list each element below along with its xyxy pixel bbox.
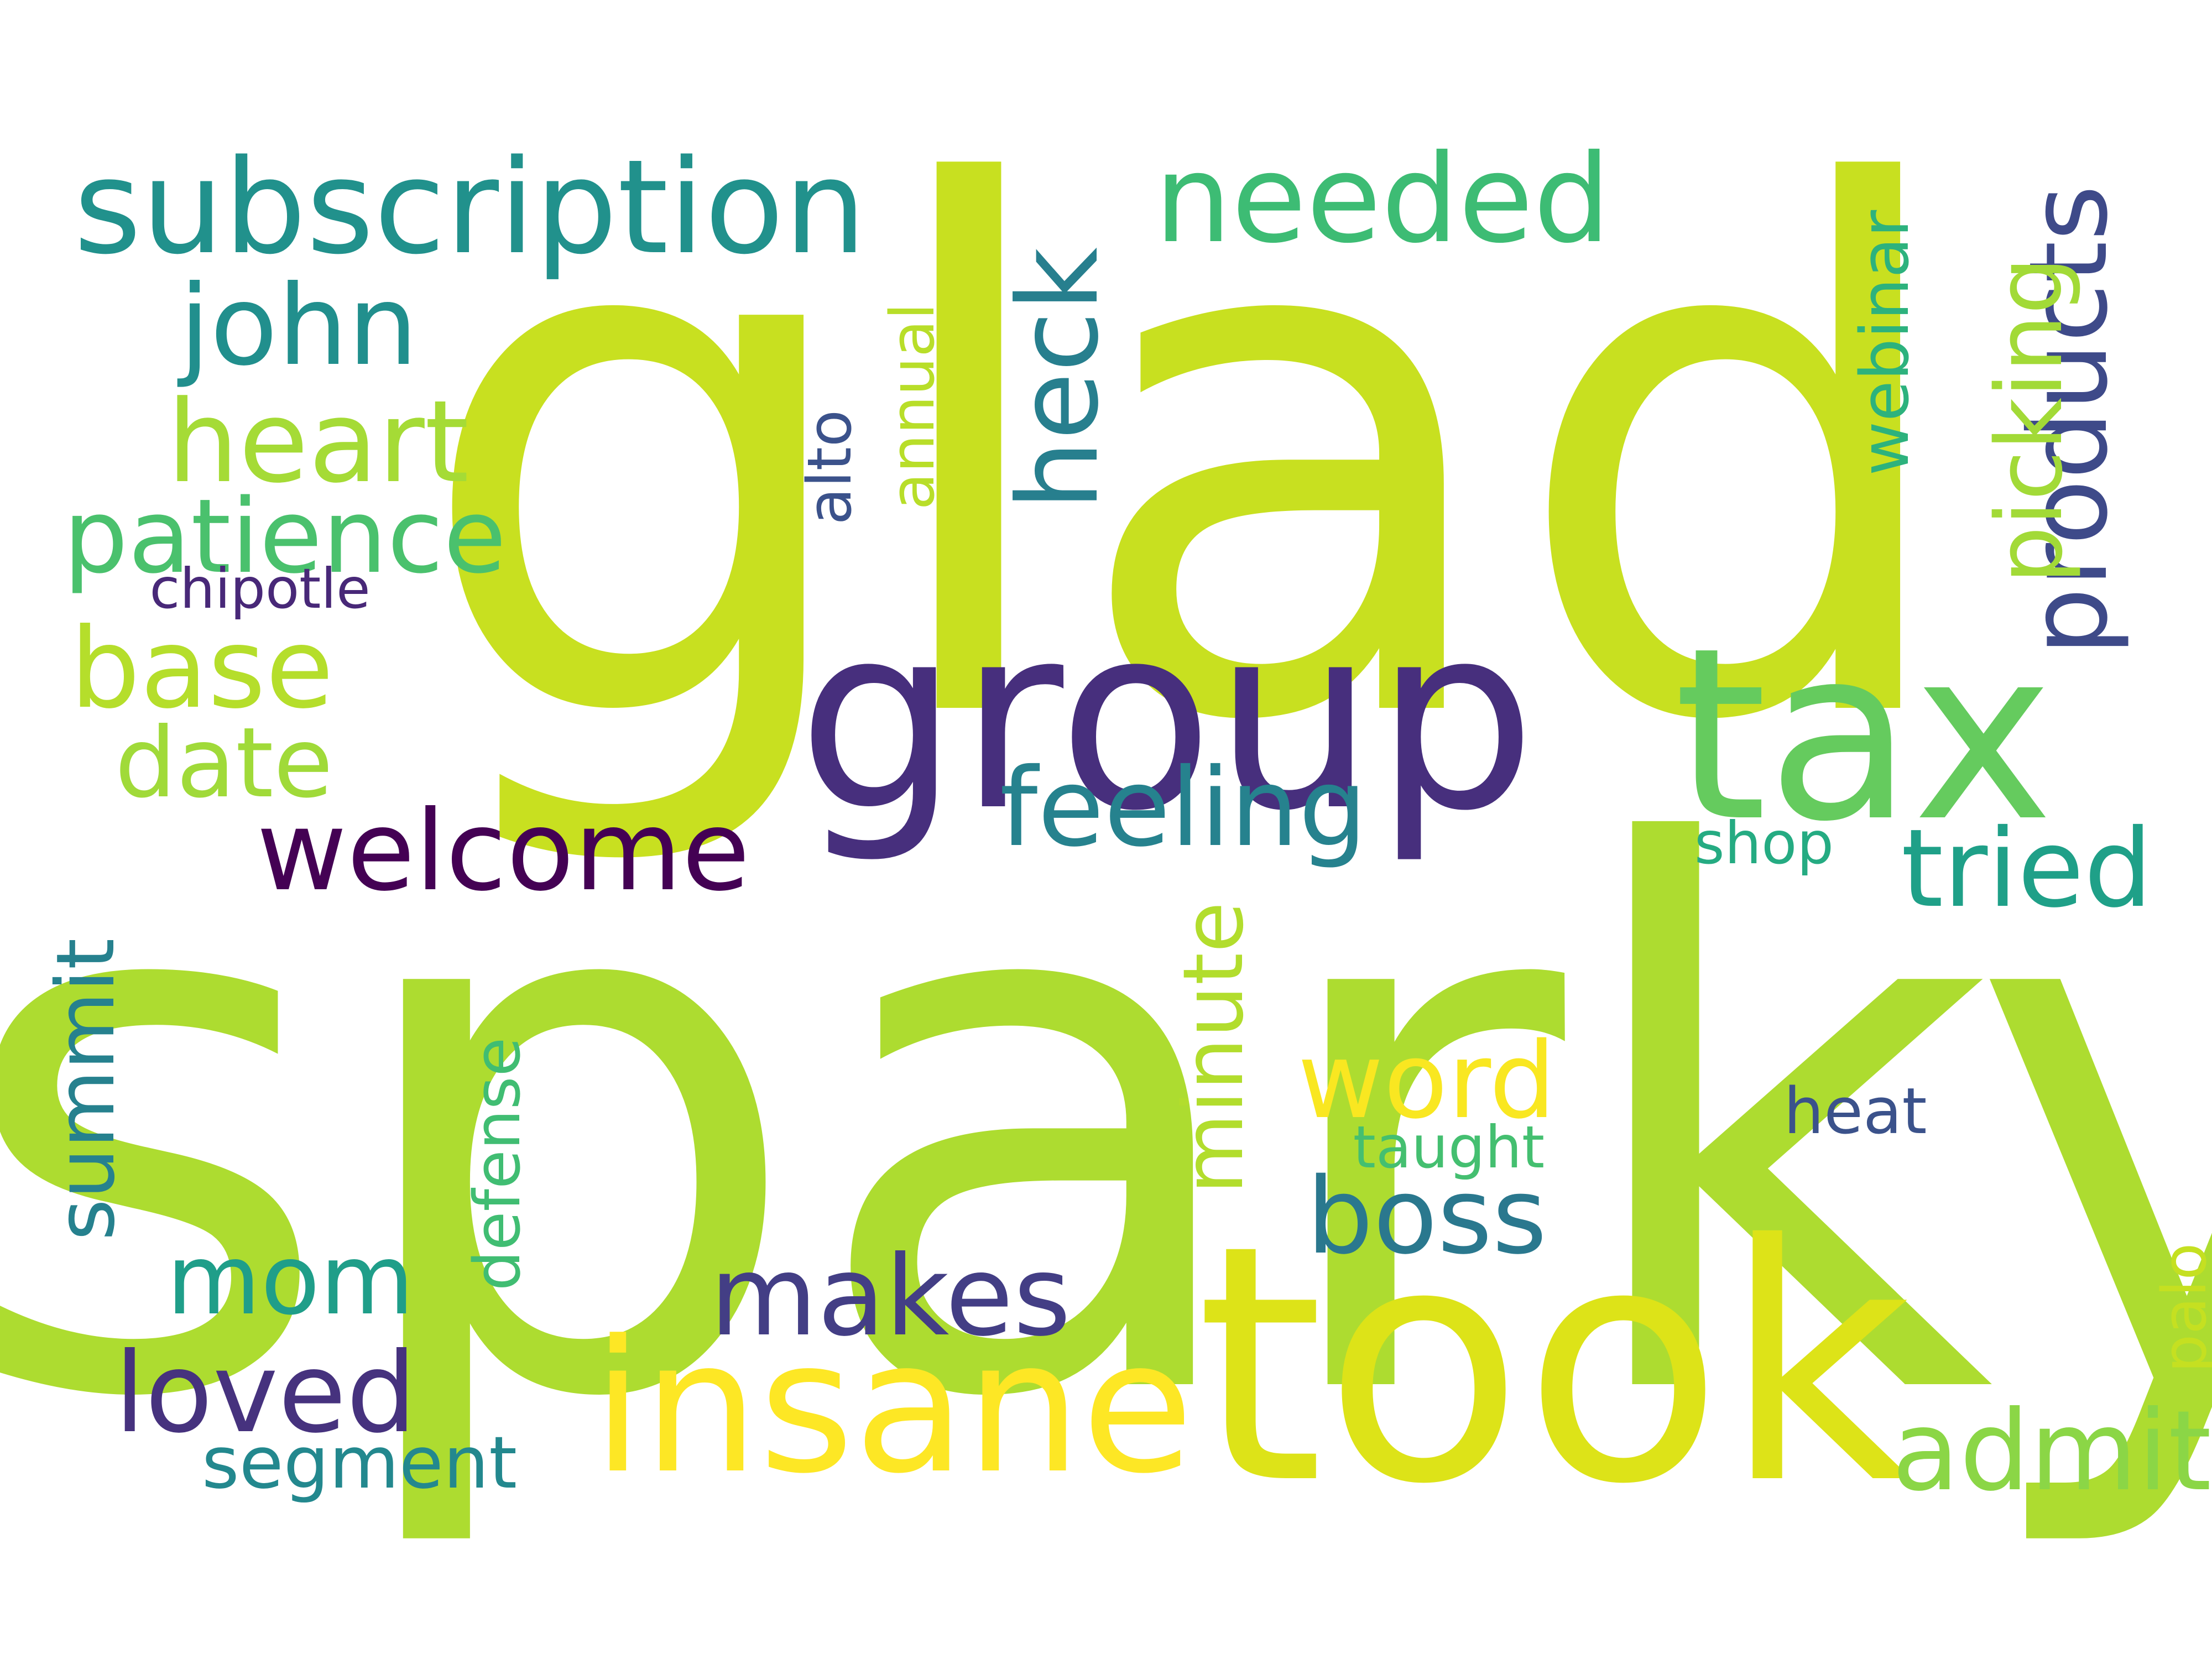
word-taught: taught [1353, 1113, 1545, 1181]
word-base: base [70, 604, 334, 733]
word-boss: boss [1306, 1155, 1547, 1277]
word-john: john [179, 262, 418, 390]
word-defense: defense [460, 1037, 535, 1291]
word-annual: annual [877, 302, 948, 510]
word-summit: summit [39, 938, 133, 1241]
word-segment: segment [201, 1421, 518, 1505]
word-feeling: feeling [999, 744, 1368, 870]
word-heart: heart [166, 376, 469, 508]
word-insane: insane [592, 1301, 1194, 1514]
word-needed: needed [1154, 128, 1611, 270]
word-word: word [1297, 1020, 1556, 1142]
word-minute: minute [1166, 901, 1262, 1194]
word-alto: alto [794, 409, 865, 525]
word-glad: glad [412, 40, 1966, 878]
word-date: date [114, 707, 333, 820]
word-took: took [1196, 1176, 1912, 1556]
word-loved: loved [114, 1329, 417, 1458]
word-picking: picking [1976, 257, 2083, 585]
word-subscription: subscription [74, 132, 867, 283]
word-patience: patience [63, 476, 507, 596]
word-group: group [797, 571, 1536, 867]
word-chipotle: chipotle [149, 556, 371, 621]
word-palo: palo [2149, 1243, 2212, 1373]
word-shop: shop [1694, 809, 1834, 877]
word-tax: tax [1673, 597, 2054, 874]
word-welcome: welcome [256, 787, 750, 916]
word-webinar: webinar [1847, 210, 1924, 476]
word-heat: heat [1783, 1074, 1927, 1149]
word-heck: heck [994, 247, 1123, 510]
word-admit: admit [1891, 1387, 2212, 1516]
word-tried: tried [1901, 805, 2153, 931]
word-makes: makes [709, 1232, 1071, 1361]
word-sparky: sparky [0, 697, 2212, 1559]
word-mom: mom [166, 1224, 415, 1337]
